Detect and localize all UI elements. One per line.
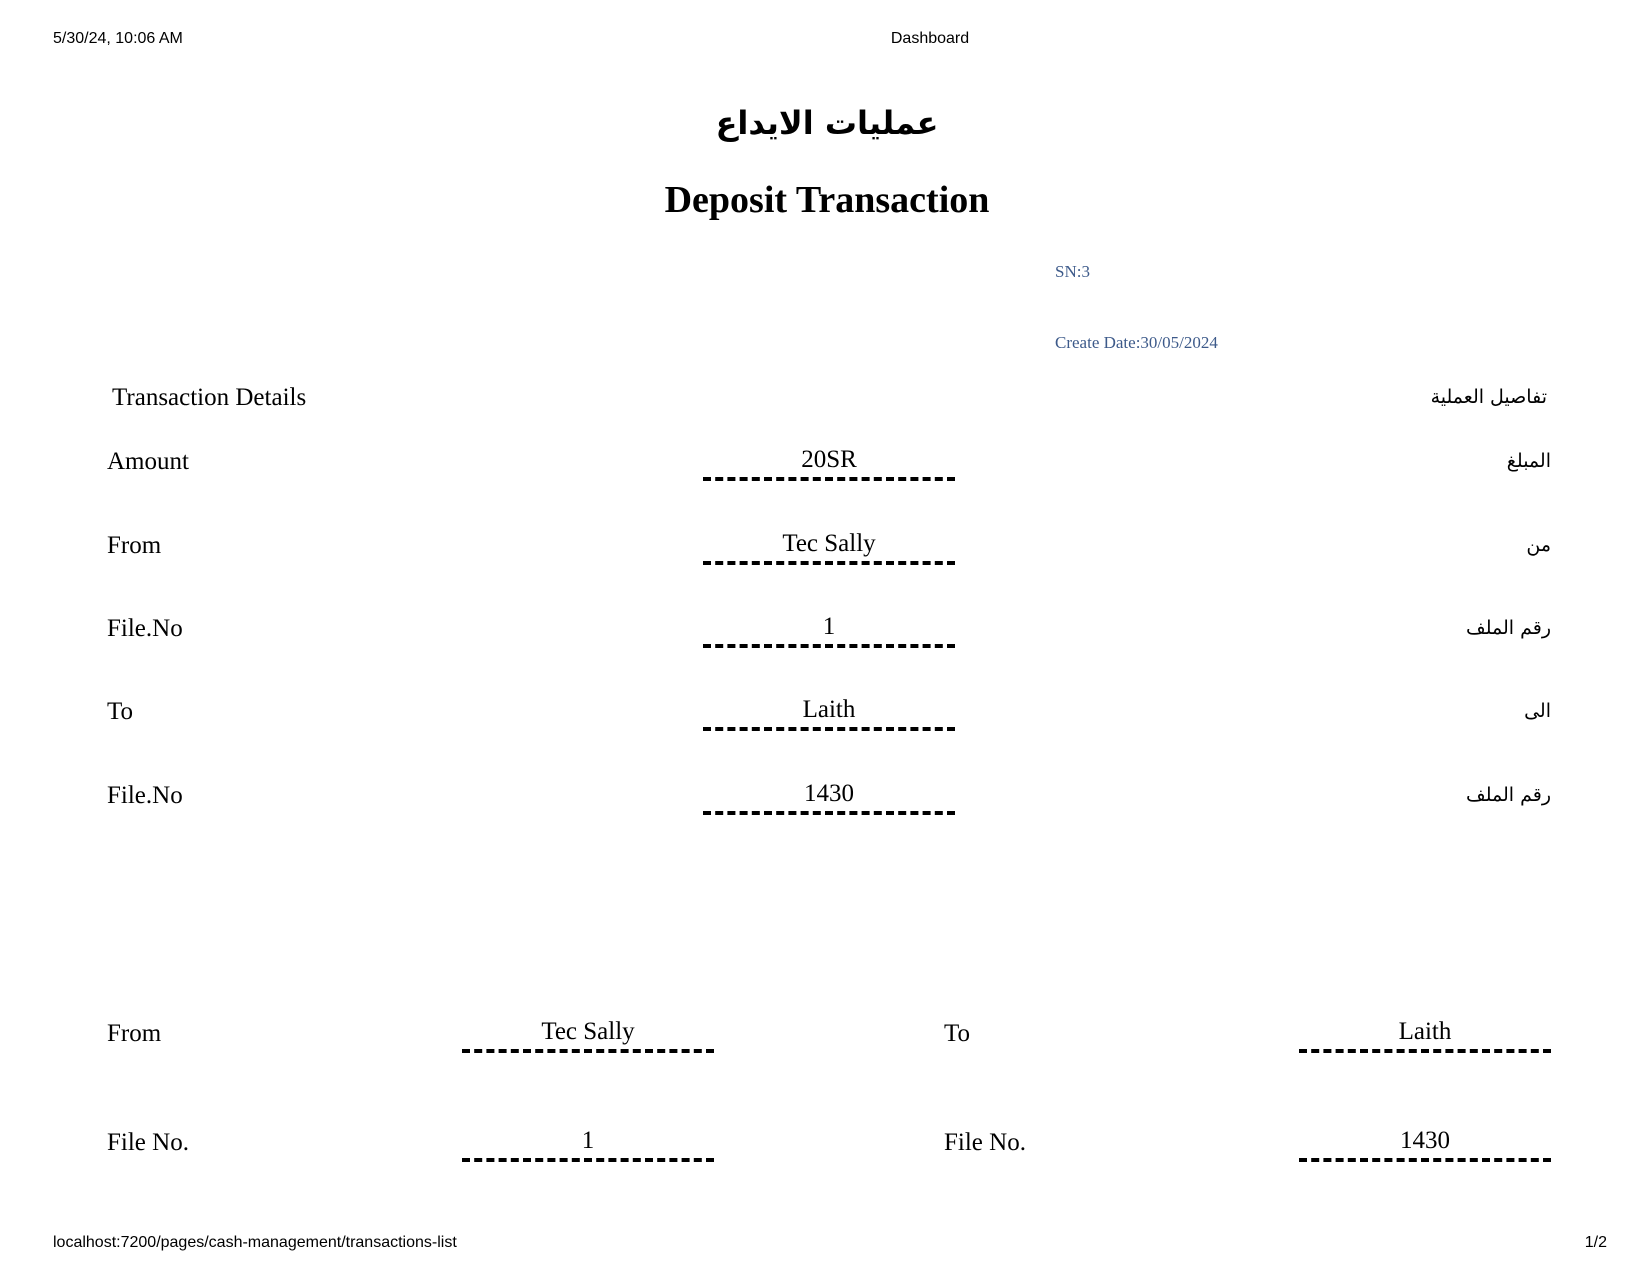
detail-label-arabic: من xyxy=(1526,534,1551,556)
detail-value: 1 xyxy=(703,614,955,648)
detail-label-arabic: الى xyxy=(1524,700,1551,722)
detail-value: Laith xyxy=(703,697,955,731)
signature-to-file-value: 1430 xyxy=(1299,1128,1551,1162)
print-url: localhost:7200/pages/cash-management/tra… xyxy=(53,1234,457,1251)
detail-label: Amount xyxy=(107,448,189,475)
signature-from-file-label: File No. xyxy=(107,1129,189,1156)
page-number: 1/2 xyxy=(1584,1234,1607,1251)
signature-from-file-value: 1 xyxy=(462,1128,714,1162)
page-title: Deposit Transaction xyxy=(664,179,990,221)
detail-label-arabic: رقم الملف xyxy=(1466,617,1551,639)
detail-label: From xyxy=(107,532,162,559)
section-title: Transaction Details xyxy=(112,384,307,411)
detail-label-arabic: المبلغ xyxy=(1506,450,1551,472)
detail-label: File.No xyxy=(107,782,183,809)
signature-to-value: Laith xyxy=(1299,1019,1551,1053)
print-title: Dashboard xyxy=(890,30,970,47)
detail-label: To xyxy=(107,698,134,725)
section-title-arabic: تفاصيل العملية xyxy=(1430,386,1547,408)
detail-label-arabic: رقم الملف xyxy=(1466,784,1551,806)
signature-to-file-label: File No. xyxy=(944,1129,1026,1156)
create-date: Create Date:30/05/2024 xyxy=(1055,333,1218,352)
signature-from-label: From xyxy=(107,1020,162,1047)
serial-number: SN:3 xyxy=(1055,262,1090,281)
detail-value: 1430 xyxy=(703,781,955,815)
title-arabic: عمليات الايداع xyxy=(715,104,939,142)
detail-value: Tec Sally xyxy=(703,531,955,565)
detail-value: 20SR xyxy=(703,447,955,481)
detail-label: File.No xyxy=(107,615,183,642)
signature-to-label: To xyxy=(944,1020,971,1047)
print-datetime: 5/30/24, 10:06 AM xyxy=(53,30,183,47)
signature-from-value: Tec Sally xyxy=(462,1019,714,1053)
